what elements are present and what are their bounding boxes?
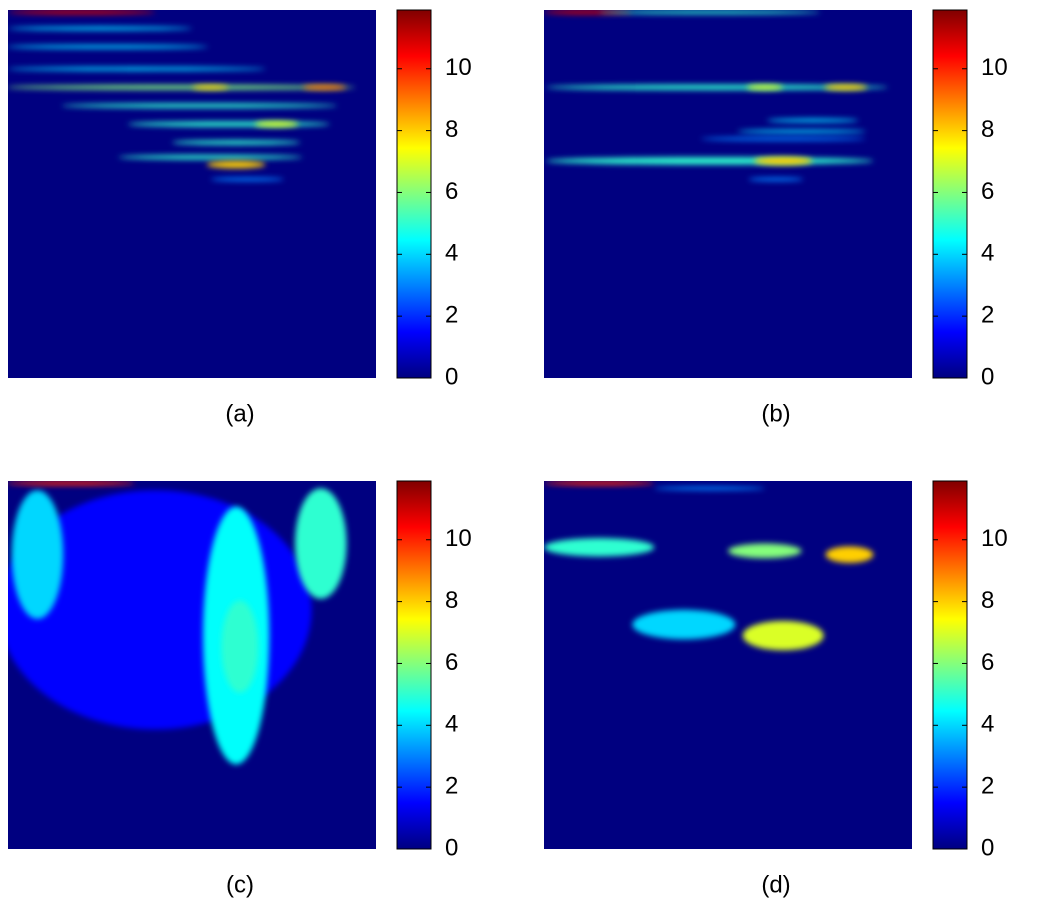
colorbar [396, 9, 432, 379]
colorbar-tick-label: 6 [981, 649, 994, 676]
heat-blob [654, 486, 765, 491]
heat-blob [206, 160, 266, 169]
heat-blob [544, 481, 655, 486]
panel-caption: (d) [761, 871, 790, 898]
heat-blob [8, 85, 356, 90]
colorbar-tick-label: 4 [981, 711, 994, 738]
heatmap [8, 10, 376, 378]
colorbar-tick-label: 8 [445, 116, 458, 143]
colorbar-tick-label: 0 [981, 834, 994, 861]
heat-blob [748, 177, 804, 182]
colorbar-tick-label: 10 [445, 525, 472, 552]
heatmap [8, 481, 376, 849]
heat-blob [728, 543, 802, 559]
heat-blob [210, 177, 284, 182]
heat-blob [825, 546, 874, 563]
heat-blob [766, 118, 859, 123]
colorbar-tick-label: 8 [981, 587, 994, 614]
heatmap-background [544, 481, 912, 849]
colorbar-tick-label: 2 [981, 301, 994, 328]
heat-blob [221, 600, 259, 693]
colorbar [932, 9, 968, 379]
heat-blob [8, 26, 192, 31]
panel-caption: (b) [761, 400, 790, 427]
heatmap-background [544, 10, 912, 378]
heat-blob [61, 103, 338, 108]
colorbar-tick-label: 2 [445, 301, 458, 328]
heat-blob [8, 10, 156, 15]
heat-blob [8, 67, 266, 71]
heat-blob [8, 44, 209, 49]
colorbar-tick-label: 4 [445, 711, 458, 738]
heatmap [544, 10, 912, 378]
heat-blob [599, 10, 820, 15]
colorbar-tick-label: 10 [445, 54, 472, 81]
colorbar-tick-label: 8 [445, 587, 458, 614]
heat-blob [254, 121, 299, 128]
heat-blob [746, 84, 784, 90]
heatmap-background [8, 10, 376, 378]
heat-blob [11, 490, 64, 619]
heat-blob [823, 84, 868, 91]
heat-blob [545, 157, 874, 165]
colorbar [932, 480, 968, 850]
colorbar-tick-label: 8 [981, 116, 994, 143]
panel-caption: (a) [225, 400, 254, 427]
heat-blob [544, 10, 633, 15]
heat-blob [192, 85, 229, 90]
colorbar-tick-label: 6 [445, 178, 458, 205]
colorbar-tick-label: 4 [981, 240, 994, 267]
colorbar-tick-label: 4 [445, 240, 458, 267]
heat-blob [737, 129, 866, 134]
heat-blob [544, 538, 655, 557]
heat-blob [127, 121, 330, 127]
colorbar-tick-label: 2 [445, 772, 458, 799]
colorbar-tick-label: 0 [445, 834, 458, 861]
colorbar-tick-label: 0 [981, 363, 994, 390]
heat-blob [302, 84, 347, 90]
heatmap [544, 481, 912, 849]
heat-blob [632, 609, 736, 640]
heat-blob [8, 481, 135, 486]
colorbar-tick-label: 10 [981, 525, 1008, 552]
heat-blob [742, 620, 824, 651]
heat-blob [295, 488, 347, 599]
panel-caption: (c) [226, 871, 254, 898]
colorbar-tick-label: 10 [981, 54, 1008, 81]
heat-blob [171, 140, 301, 145]
colorbar-tick-label: 0 [445, 363, 458, 390]
colorbar-tick-label: 6 [981, 178, 994, 205]
colorbar [396, 480, 432, 850]
colorbar-tick-label: 2 [981, 772, 994, 799]
heat-blob [118, 154, 303, 160]
heat-blob [545, 84, 889, 90]
heat-blob [753, 156, 813, 165]
colorbar-tick-label: 6 [445, 649, 458, 676]
heat-blob [700, 136, 866, 141]
